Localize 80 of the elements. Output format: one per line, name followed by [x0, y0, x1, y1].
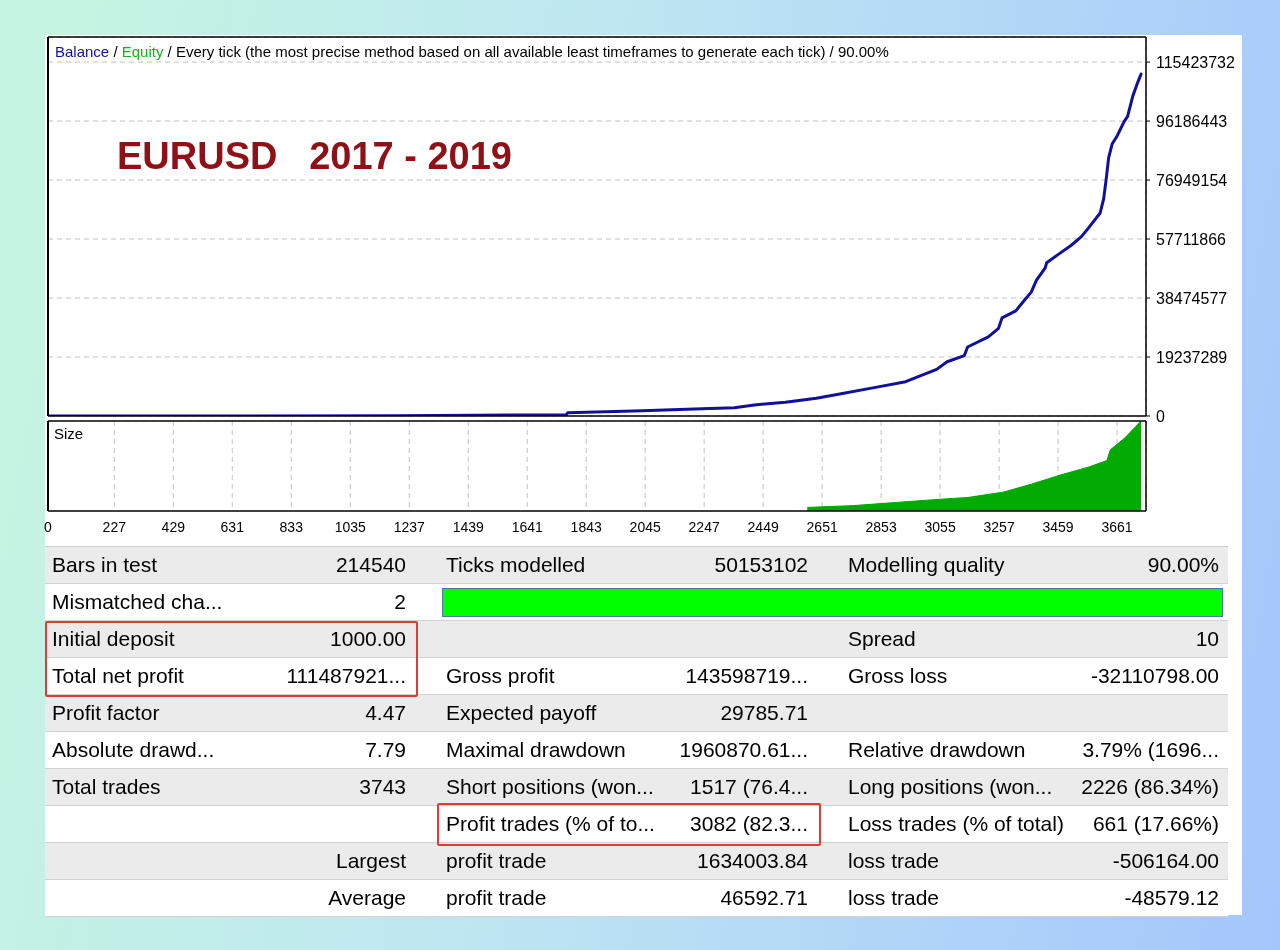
y-tick-label: 38474577 [1156, 289, 1228, 307]
text: 29785.71 [720, 700, 808, 726]
text: 2226 (86.34%) [1081, 774, 1219, 800]
text: loss trade [848, 885, 940, 911]
text: 1634003.84 [697, 848, 808, 874]
text: 4.47 [365, 700, 406, 726]
annotation: / [112, 43, 119, 60]
x-tick-label: 3055 [924, 518, 956, 535]
text: -506164.00 [1112, 848, 1219, 874]
text: 661 (17.66%) [1092, 811, 1219, 837]
x-tick-label: 3257 [983, 518, 1015, 535]
text: 3743 [359, 774, 406, 800]
y-tick-label: 96186443 [1156, 112, 1228, 130]
text: Modelling quality [848, 552, 1005, 578]
text: Gross profit [446, 663, 555, 689]
y-tick-label: 19237289 [1156, 348, 1228, 366]
text: 1517 (76.4... [690, 774, 808, 800]
text: Profit factor [52, 700, 160, 726]
x-tick-label: 429 [161, 518, 186, 535]
text: 7.79 [365, 737, 406, 763]
text: Expected payoff [446, 700, 597, 726]
y-tick-label: 76949154 [1156, 171, 1228, 189]
text: 214540 [335, 552, 406, 578]
text: Bars in test [52, 552, 158, 578]
text: Total trades [52, 774, 161, 800]
text: -32110798.00 [1090, 663, 1219, 689]
text: Initial deposit [52, 626, 175, 652]
x-tick-label: 1843 [570, 518, 602, 535]
text: Balance [55, 43, 110, 60]
text: Gross loss [848, 663, 948, 689]
chart-subtitle: / Every tick (the most precise method based on all available least timeframes to generate each tick) / 90.00% [167, 43, 889, 60]
text: -48579.12 [1124, 885, 1219, 911]
x-tick-label: 3661 [1101, 518, 1133, 535]
text: Mismatched cha... [52, 589, 223, 615]
text: loss trade [848, 848, 940, 874]
x-tick-label: 2045 [629, 518, 661, 535]
text: Ticks modelled [446, 552, 586, 578]
text: 1960870.61... [679, 737, 808, 763]
y-tick-label: 115423732 [1156, 53, 1235, 71]
text: profit trade [446, 885, 547, 911]
x-tick-label: 2853 [865, 518, 897, 535]
x-tick-label: 2247 [688, 518, 720, 535]
x-tick-label: 1641 [511, 518, 543, 535]
x-tick-label: 833 [279, 518, 304, 535]
text: Largest [335, 848, 406, 874]
text: 143598719... [685, 663, 808, 689]
text: Profit trades (% of to... [446, 811, 655, 837]
x-tick-label: 2651 [806, 518, 838, 535]
y-tick-label: 0 [1156, 407, 1165, 425]
x-tick-label: 0 [44, 518, 53, 535]
text: Total net profit [52, 663, 184, 689]
text: Average [328, 885, 406, 911]
x-tick-label: 2449 [747, 518, 779, 535]
x-tick-label: 227 [102, 518, 127, 535]
x-tick-label: 631 [220, 518, 245, 535]
text: 90.00% [1147, 552, 1219, 578]
text: EURUSD 2017 - 2019 [117, 135, 512, 179]
y-tick-label: 57711866 [1156, 230, 1227, 248]
text: 46592.71 [720, 885, 808, 911]
text: 2 [394, 589, 406, 615]
x-tick-label: 1035 [334, 518, 367, 535]
text: 1000.00 [330, 626, 406, 652]
x-tick-label: 1439 [452, 518, 484, 535]
x-tick-label: 3459 [1042, 518, 1074, 535]
text: 111487921... [286, 663, 406, 689]
text: 3082 (82.3... [690, 811, 808, 837]
legend-label: Equity [121, 43, 164, 60]
chart-title: Size [54, 425, 84, 443]
x-tick-label: 1237 [393, 518, 426, 535]
text: Spread [848, 626, 916, 652]
text: Absolute drawd... [52, 737, 215, 763]
text: 3.79% (1696... [1082, 737, 1219, 763]
text: Maximal drawdown [446, 737, 626, 763]
text: profit trade [446, 848, 547, 874]
text: Relative drawdown [848, 737, 1026, 763]
text: 10 [1195, 626, 1219, 652]
text: 50153102 [714, 552, 808, 578]
text: Loss trades (% of total) [848, 811, 1064, 837]
text: Long positions (won... [848, 774, 1053, 800]
text: Short positions (won... [446, 774, 654, 800]
